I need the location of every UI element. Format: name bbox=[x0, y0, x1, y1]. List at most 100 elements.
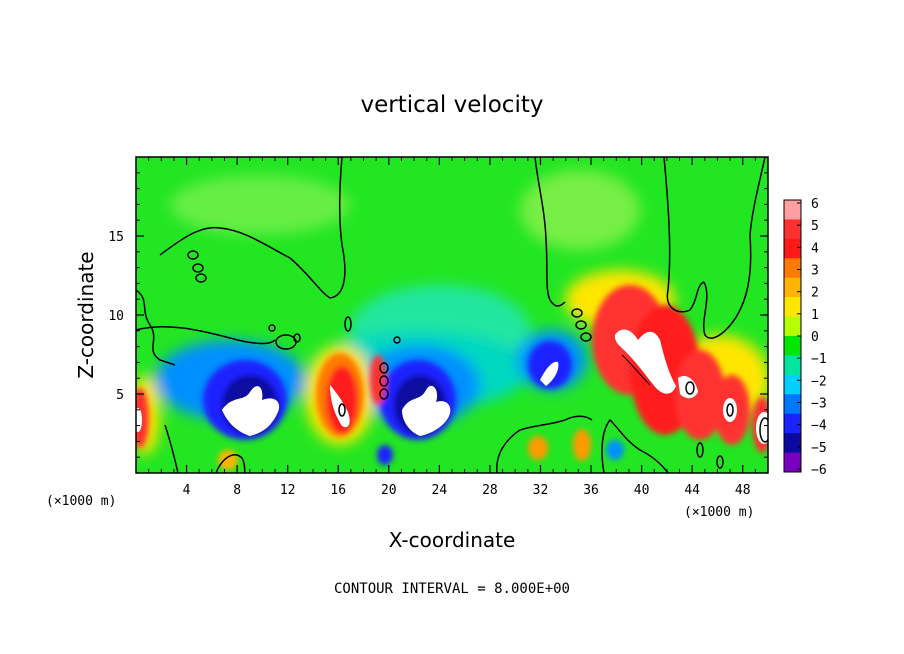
colorbar-label: 4 bbox=[811, 241, 819, 256]
x-tick-label: 20 bbox=[381, 483, 397, 498]
small-contour-loop bbox=[716, 455, 724, 469]
colorbar-swatch bbox=[784, 316, 801, 337]
x-tick-label: 8 bbox=[233, 483, 241, 498]
contour-interval-note: CONTOUR INTERVAL = 8.000E+00 bbox=[334, 581, 570, 597]
colorbar-swatch bbox=[784, 258, 801, 279]
y-tick-label: 10 bbox=[108, 309, 124, 324]
colorbar-swatch bbox=[784, 374, 801, 395]
thin-contour bbox=[621, 354, 651, 386]
x-tick-label: 36 bbox=[583, 483, 599, 498]
small-contour-loop bbox=[726, 403, 734, 417]
small-updraft bbox=[573, 429, 591, 461]
y-axis-ticks: 5 10 15 bbox=[108, 172, 768, 458]
zero-contour bbox=[663, 157, 705, 313]
x-unit-right: (×1000 m) bbox=[684, 505, 754, 520]
colorbar-label: 1 bbox=[811, 308, 819, 323]
x-axis-ticks: 4 8 12 16 20 24 28 32 36 40 44 48 bbox=[148, 157, 756, 498]
chart-title: vertical velocity bbox=[361, 92, 544, 118]
colorbar-swatch bbox=[784, 336, 801, 356]
colorbar-label: −6 bbox=[811, 463, 827, 478]
upper-lighter-region bbox=[170, 175, 350, 235]
y-axis-title: Z-coordinate bbox=[74, 251, 98, 378]
zero-contour bbox=[136, 325, 276, 345]
small-contour-loop bbox=[580, 332, 592, 342]
white-extreme-region bbox=[614, 329, 676, 394]
colorbar-label: −2 bbox=[811, 374, 827, 389]
x-unit-left: (×1000 m) bbox=[46, 494, 116, 509]
white-extreme-region bbox=[222, 386, 280, 436]
colorbar-swatch bbox=[784, 297, 801, 318]
small-downdraft bbox=[377, 445, 393, 465]
upper-lighter-region bbox=[520, 170, 640, 250]
x-tick-label: 24 bbox=[432, 483, 448, 498]
zero-contour bbox=[496, 415, 593, 473]
zero-contour bbox=[601, 418, 669, 473]
small-contour-loop bbox=[696, 442, 704, 458]
small-contour-loop bbox=[379, 362, 389, 374]
small-contour-loop bbox=[393, 336, 401, 344]
small-contour-loop bbox=[268, 324, 276, 332]
white-extreme-region bbox=[402, 385, 451, 436]
colorbar-label: 6 bbox=[811, 197, 819, 212]
colorbar-swatch bbox=[784, 433, 801, 454]
small-contour-loop bbox=[338, 403, 346, 417]
white-extreme-region bbox=[136, 408, 142, 432]
colorbar-label: −1 bbox=[811, 352, 827, 367]
x-axis-title: X-coordinate bbox=[389, 528, 516, 552]
colorbar-label: 5 bbox=[811, 219, 819, 234]
zero-contour bbox=[136, 289, 176, 366]
small-contour-loop bbox=[575, 320, 587, 330]
colorbar: 6 5 4 3 2 1 0 −1 −2 −3 −4 −5 −6 bbox=[783, 197, 827, 478]
small-updraft bbox=[528, 436, 548, 460]
colorbar-label: 3 bbox=[811, 264, 819, 279]
colorbar-swatch bbox=[784, 219, 801, 240]
white-extreme-region bbox=[723, 398, 737, 422]
small-downdraft bbox=[606, 440, 624, 460]
colorbar-swatch bbox=[784, 238, 801, 259]
small-contour-loop bbox=[379, 388, 389, 400]
heatmap-field bbox=[136, 157, 768, 473]
colorbar-label: −3 bbox=[811, 397, 827, 412]
colorbar-swatch bbox=[784, 413, 801, 434]
x-tick-label: 40 bbox=[634, 483, 650, 498]
downdraft-core bbox=[528, 341, 572, 389]
updraft-core bbox=[136, 388, 149, 448]
colorbar-swatch bbox=[784, 200, 801, 220]
small-contour-loop bbox=[293, 333, 301, 343]
zero-contour bbox=[534, 157, 566, 307]
white-extreme-region bbox=[540, 361, 559, 386]
x-tick-label: 16 bbox=[330, 483, 346, 498]
zero-contour bbox=[164, 424, 179, 473]
y-tick-label: 5 bbox=[116, 388, 124, 403]
small-contour-loop bbox=[571, 308, 583, 318]
small-contour-loop bbox=[187, 250, 199, 260]
x-tick-label: 4 bbox=[183, 483, 191, 498]
colorbar-swatch bbox=[784, 394, 801, 415]
updraft-core bbox=[675, 350, 725, 440]
colorbar-label: −5 bbox=[811, 441, 827, 456]
x-tick-label: 28 bbox=[482, 483, 498, 498]
updraft-core bbox=[370, 355, 386, 405]
y-tick-label: 15 bbox=[108, 230, 124, 245]
small-contour-loop bbox=[192, 263, 204, 273]
colorbar-swatch bbox=[784, 355, 801, 376]
updraft-core bbox=[326, 366, 358, 434]
colorbar-label: −4 bbox=[811, 419, 827, 434]
colorbar-label: 0 bbox=[811, 330, 819, 345]
contour-lines bbox=[136, 157, 768, 473]
x-tick-label: 44 bbox=[684, 483, 700, 498]
small-contour-loop bbox=[759, 417, 768, 443]
x-tick-label: 32 bbox=[533, 483, 549, 498]
x-tick-label: 48 bbox=[735, 483, 751, 498]
small-contour-loop bbox=[685, 381, 695, 395]
small-updraft bbox=[218, 450, 238, 470]
zero-contour bbox=[703, 157, 766, 339]
colorbar-label: 2 bbox=[811, 286, 819, 301]
white-extreme-region bbox=[756, 412, 768, 444]
zero-contour bbox=[215, 454, 246, 473]
small-contour-loop bbox=[195, 273, 207, 283]
small-contour-loop bbox=[379, 375, 389, 387]
colorbar-swatch bbox=[784, 452, 801, 473]
zero-contour bbox=[159, 157, 346, 299]
